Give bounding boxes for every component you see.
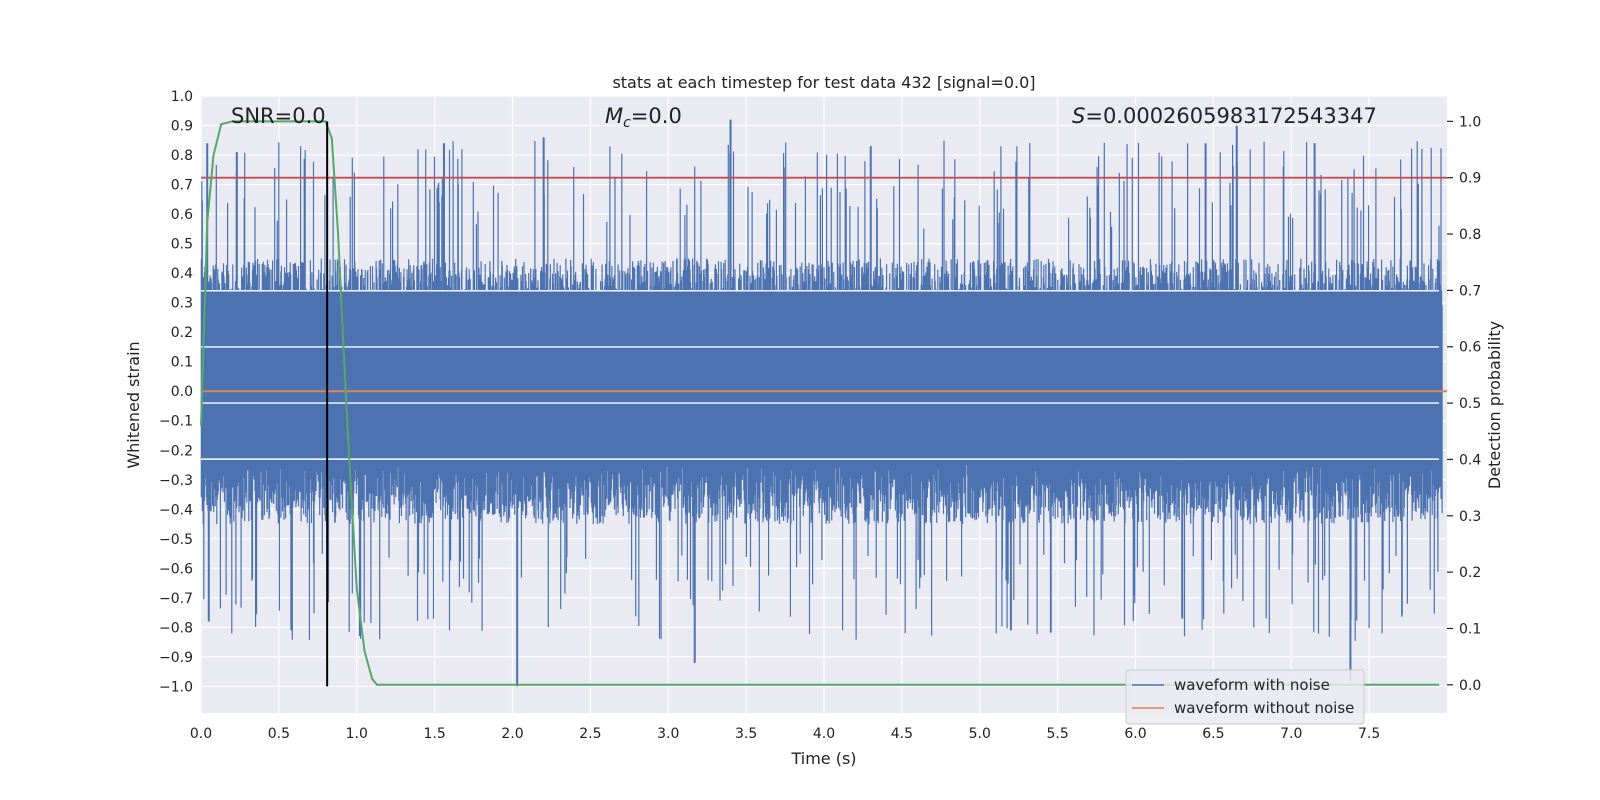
x-tick-label: 1.5 (423, 726, 445, 742)
y-tick-label: 0.9 (171, 119, 193, 135)
y-tick-label: 0.7 (171, 178, 193, 194)
x-tick-label: 0.0 (190, 726, 212, 742)
x-tick-label: 6.0 (1124, 726, 1146, 742)
ticks: 1.0 0.9 0.8 0.7 0.6 0.5 0.4 0.3 0.2 0.1 0.0 −0.1 −0.… (159, 89, 1481, 742)
y-tick-label: −0.1 (159, 414, 193, 430)
x-tick-label: 3.0 (657, 726, 679, 742)
snr-annotation: SNR=0.0 (231, 104, 326, 128)
noise-series (200, 119, 1443, 687)
s-value: =0.0002605983172543347 (1085, 104, 1377, 128)
y-right-tick-label: 0.6 (1459, 340, 1481, 356)
x-tick-label: 5.5 (1046, 726, 1068, 742)
mc-symbol: M (605, 104, 623, 128)
x-axis-label: Time (s) (790, 749, 856, 768)
y-axis-label: Whitened strain (124, 341, 143, 468)
y-tick-label: 1.0 (171, 89, 193, 105)
y-right-tick-label: 0.7 (1459, 283, 1481, 299)
y-tick-label: −0.8 (159, 620, 193, 636)
y-right-tick-label: 0.8 (1459, 227, 1481, 243)
y-tick-label: 0.8 (171, 148, 193, 164)
y-tick-label: −1.0 (159, 679, 193, 695)
y-right-tick-label: 0.0 (1459, 678, 1481, 694)
y-right-tick-label: 0.3 (1459, 509, 1481, 525)
y-tick-label: −0.2 (159, 443, 193, 459)
mc-annotation: Mc=0.0 (605, 104, 682, 131)
y-tick-label: −0.6 (159, 561, 193, 577)
y-tick-label: 0.3 (171, 296, 193, 312)
x-tick-label: 3.5 (735, 726, 757, 742)
detection-probability-line (200, 120, 1440, 686)
y-right-tick-label: 1.0 (1459, 114, 1481, 130)
chart-title: stats at each timestep for test data 432… (612, 73, 1035, 92)
legend-box (1125, 669, 1365, 725)
s-annotation: S=0.0002605983172543347 (1072, 104, 1377, 128)
s-symbol: S (1072, 104, 1085, 128)
y-tick-label: −0.7 (159, 591, 193, 607)
y-tick-label: −0.9 (159, 650, 193, 666)
y-tick-label: 0.2 (171, 325, 193, 341)
y-tick-label: 0.0 (171, 384, 193, 400)
y-tick-label: 0.1 (171, 355, 193, 371)
x-tick-label: 4.5 (891, 726, 913, 742)
legend-label-noise: waveform with noise (1174, 676, 1330, 694)
y-tick-label: −0.4 (159, 502, 193, 518)
y-tick-label: 0.6 (171, 207, 193, 223)
mc-subscript: c (623, 115, 631, 131)
y-right-tick-label: 0.5 (1459, 396, 1481, 412)
y-right-tick-label: 0.9 (1459, 171, 1481, 187)
x-tick-label: 1.0 (346, 726, 368, 742)
y-tick-label: −0.5 (159, 532, 193, 548)
x-tick-label: 2.5 (579, 726, 601, 742)
y-right-axis-label: Detection probability (1485, 321, 1504, 489)
x-tick-label: 4.0 (813, 726, 835, 742)
y-tick-label: 0.4 (171, 266, 193, 282)
y-right-tick-label: 0.1 (1459, 621, 1481, 637)
y-right-tick-label: 0.4 (1459, 452, 1481, 468)
lines (200, 120, 1447, 687)
legend: waveform with noise waveform without noi… (1125, 669, 1365, 725)
x-tick-label: 0.5 (268, 726, 290, 742)
x-tick-label: 5.0 (969, 726, 991, 742)
noise-waveform (200, 140, 1443, 641)
legend-label-clean: waveform without noise (1174, 699, 1354, 717)
y-tick-label: −0.3 (159, 473, 193, 489)
x-tick-label: 6.5 (1202, 726, 1224, 742)
y-right-tick-label: 0.2 (1459, 565, 1481, 581)
x-tick-label: 7.0 (1280, 726, 1302, 742)
y-tick-label: 0.5 (171, 237, 193, 253)
x-tick-label: 2.0 (501, 726, 523, 742)
mc-value: =0.0 (631, 104, 682, 128)
x-tick-label: 7.5 (1358, 726, 1380, 742)
